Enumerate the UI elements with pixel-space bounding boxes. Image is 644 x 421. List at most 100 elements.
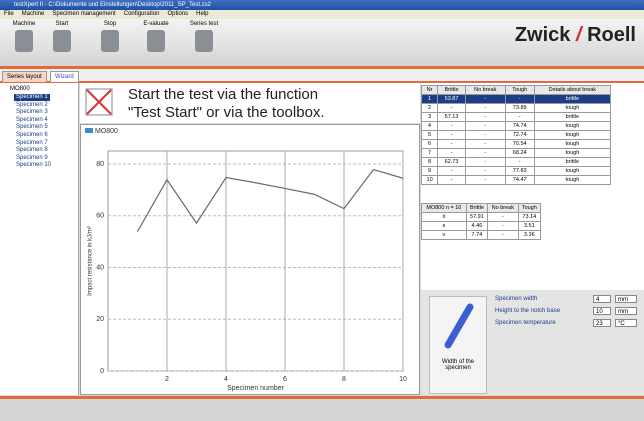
value-input[interactable]: 4: [593, 295, 611, 303]
menu-item[interactable]: Help: [196, 11, 209, 17]
table-cell: -: [487, 230, 519, 240]
table-cell: -: [464, 139, 506, 149]
table-row[interactable]: ν 7.74-3.36: [421, 230, 542, 240]
legend-label: MO800: [95, 128, 118, 135]
table-cell: 73.14: [517, 212, 542, 222]
toolbar-button[interactable]: Machine: [6, 21, 42, 52]
table-cell: 72.74: [504, 130, 535, 140]
toolbar-icon: [15, 30, 33, 52]
menu-item[interactable]: File: [4, 11, 14, 17]
specimen-tree: MO800 Specimen 1 Specimen 2 Specimen 3 Speci…: [0, 83, 79, 395]
x-tick-label: 2: [165, 376, 169, 383]
plot-frame: [107, 150, 404, 372]
table-cell: -: [437, 121, 466, 131]
menu-item[interactable]: Machine: [21, 11, 45, 17]
tree-item[interactable]: Specimen 1: [14, 94, 50, 101]
logo-slash: /: [575, 24, 582, 46]
table-row[interactable]: 6- -70.54 tough: [420, 139, 612, 149]
pen-icon: [444, 303, 474, 349]
table-cell: tough: [533, 148, 612, 158]
table-cell: 3: [420, 112, 439, 122]
toolbar-button[interactable]: Start: [44, 21, 80, 52]
menu-item[interactable]: Configuration: [123, 11, 160, 17]
y-axis-label: Impact resistance in kJ/m²: [88, 226, 94, 296]
instruction-text: "Test Start" or via the toolbox.: [128, 104, 325, 121]
tab[interactable]: Wizard: [50, 71, 79, 82]
table-cell: -: [464, 94, 506, 104]
tree-item[interactable]: Specimen 3: [16, 109, 48, 116]
table-row[interactable]: 9- -77.83 tough: [420, 166, 612, 176]
toolbar-label: Start: [55, 21, 69, 27]
table-cell: 9: [420, 166, 439, 176]
logo-text: Zwick: [514, 24, 571, 46]
unit-select[interactable]: mm: [615, 295, 637, 303]
table-cell: 62.73: [437, 157, 466, 167]
toolbar-button[interactable]: Series test: [186, 21, 222, 52]
tree-item[interactable]: Specimen 5: [16, 124, 48, 131]
table-cell: 2: [420, 103, 439, 113]
tree-root[interactable]: MO800: [10, 86, 30, 92]
table-cell: brittle: [533, 157, 612, 167]
table-cell: 6: [420, 139, 439, 149]
value-input[interactable]: 10: [593, 307, 611, 315]
tree-item[interactable]: Specimen 8: [16, 147, 48, 154]
unit-select[interactable]: °C: [615, 319, 637, 327]
unit-select[interactable]: mm: [615, 307, 637, 315]
table-cell: 1: [420, 94, 439, 104]
x-tick-label: 8: [342, 376, 346, 383]
column-header: No break: [464, 85, 506, 95]
table-row[interactable]: 4- -74.74 tough: [420, 121, 612, 131]
table-cell: tough: [533, 139, 612, 149]
tab[interactable]: Series layout: [2, 71, 47, 82]
tree-item[interactable]: Specimen 6: [16, 132, 48, 138]
column-header: Tough: [504, 85, 535, 95]
value-input[interactable]: 23: [593, 319, 611, 327]
table-row[interactable]: 2- -73.89 tough: [420, 103, 612, 113]
column-header: Brittle: [437, 85, 466, 95]
y-tick-label: 0: [100, 368, 104, 375]
legend-swatch: [85, 128, 93, 133]
table-cell: -: [464, 130, 506, 140]
table-cell: 3.51: [517, 221, 542, 231]
toolbar-button[interactable]: Stop: [92, 21, 128, 52]
table-row[interactable]: 10- -74.47 tough: [420, 175, 612, 185]
column-header: No break: [487, 203, 519, 213]
tree-item[interactable]: Specimen 2: [16, 101, 48, 108]
table-cell: tough: [533, 103, 612, 113]
table-cell: 57.91: [465, 212, 489, 222]
toolbar: Machine Start Stop E-valuate Series test: [0, 19, 644, 69]
table-row[interactable]: x̄ 57.91-73.14: [421, 212, 542, 222]
y-tick-label: 80: [96, 161, 104, 168]
tree-item[interactable]: Specimen 7: [16, 139, 48, 146]
x-tick-label: 4: [224, 376, 228, 383]
y-tick-label: 40: [96, 264, 104, 271]
menu-item[interactable]: Options: [167, 11, 189, 17]
table-cell: ν: [421, 230, 467, 240]
table-row[interactable]: 3 57.13- - brittle: [420, 112, 612, 122]
logo-text: Roell: [587, 24, 636, 46]
table-cell: x̄: [421, 212, 467, 222]
table-cell: -: [464, 121, 506, 131]
table-cell: 74.47: [504, 175, 535, 185]
table-row[interactable]: 5- -72.74 tough: [420, 130, 612, 140]
table-cell: -: [504, 94, 535, 104]
column-header: MO800 n = 10: [421, 203, 467, 213]
parameter-caption: Width of the specimen: [441, 359, 474, 371]
table-cell: -: [437, 103, 466, 113]
data-table: MO800 n = 10 Brittle No break Tough x̄ 57.91-…: [421, 203, 542, 240]
table-cell: -: [464, 112, 506, 122]
toolbar-button[interactable]: E-valuate: [138, 21, 174, 52]
tree-item[interactable]: Specimen 4: [16, 116, 48, 123]
menu-bar: File Machine Specimen management Configurat…: [0, 10, 644, 19]
table-cell: -: [464, 148, 506, 158]
table-row[interactable]: s 4.46-3.51: [421, 221, 542, 231]
tree-item[interactable]: Specimen 10: [16, 162, 52, 169]
menu-item[interactable]: Specimen management: [52, 11, 116, 17]
tree-item[interactable]: Specimen 9: [16, 154, 48, 161]
table-row[interactable]: 1 53.87- - brittle: [420, 94, 612, 104]
table-cell: 77.83: [504, 166, 535, 176]
table-cell: 7: [420, 148, 439, 158]
toolbar-icon: [195, 30, 213, 52]
table-row[interactable]: 7- -68.24 tough: [420, 148, 612, 158]
table-row[interactable]: 8 62.73- - brittle: [420, 157, 612, 167]
